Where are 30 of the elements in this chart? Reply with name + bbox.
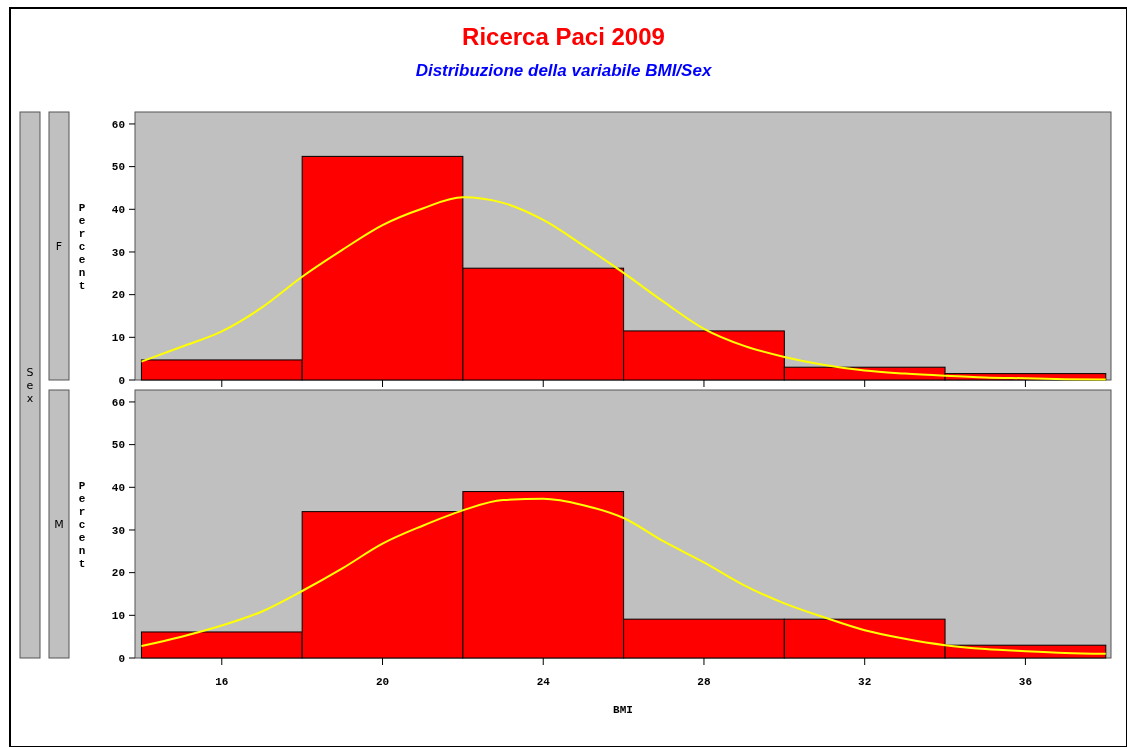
y-tick-label: 30 [111,524,125,537]
x-tick-label: 32 [858,676,872,688]
y-tick-label: 60 [111,118,125,131]
x-tick-label: 24 [536,676,551,688]
y-axis-title: Percent [78,479,86,570]
y-tick-label: 50 [111,439,125,452]
text: F [55,239,63,253]
x-tick-label: 28 [697,676,711,688]
line-series [140,497,1107,655]
y-tick-label: 20 [111,567,125,580]
y-tick-label: 10 [111,610,125,623]
x-tick-label: 16 [215,676,229,688]
y-tick-label: 0 [118,374,125,387]
text: Sex [26,365,34,405]
y-tick-label: 40 [111,204,125,217]
y-tick-label: 20 [111,289,125,302]
y-tick-label: 40 [111,482,125,495]
y-axis-title: Percent [78,201,86,292]
chart-subtitle: Distribuzione della variabile BMI/Sex [415,61,713,80]
y-tick-label: 30 [111,246,125,259]
y-tick-label: 60 [111,396,125,409]
y-tick-label: 0 [118,652,125,665]
y-tick-label: 10 [111,332,125,345]
x-axis-title: BMI [613,704,633,716]
x-tick-label: 36 [1018,676,1033,688]
line-series [140,196,1107,381]
chart-title: Ricerca Paci 2009 [462,23,665,50]
y-tick-label: 50 [111,161,125,174]
text: M [54,517,64,531]
x-tick-label: 20 [375,676,390,688]
